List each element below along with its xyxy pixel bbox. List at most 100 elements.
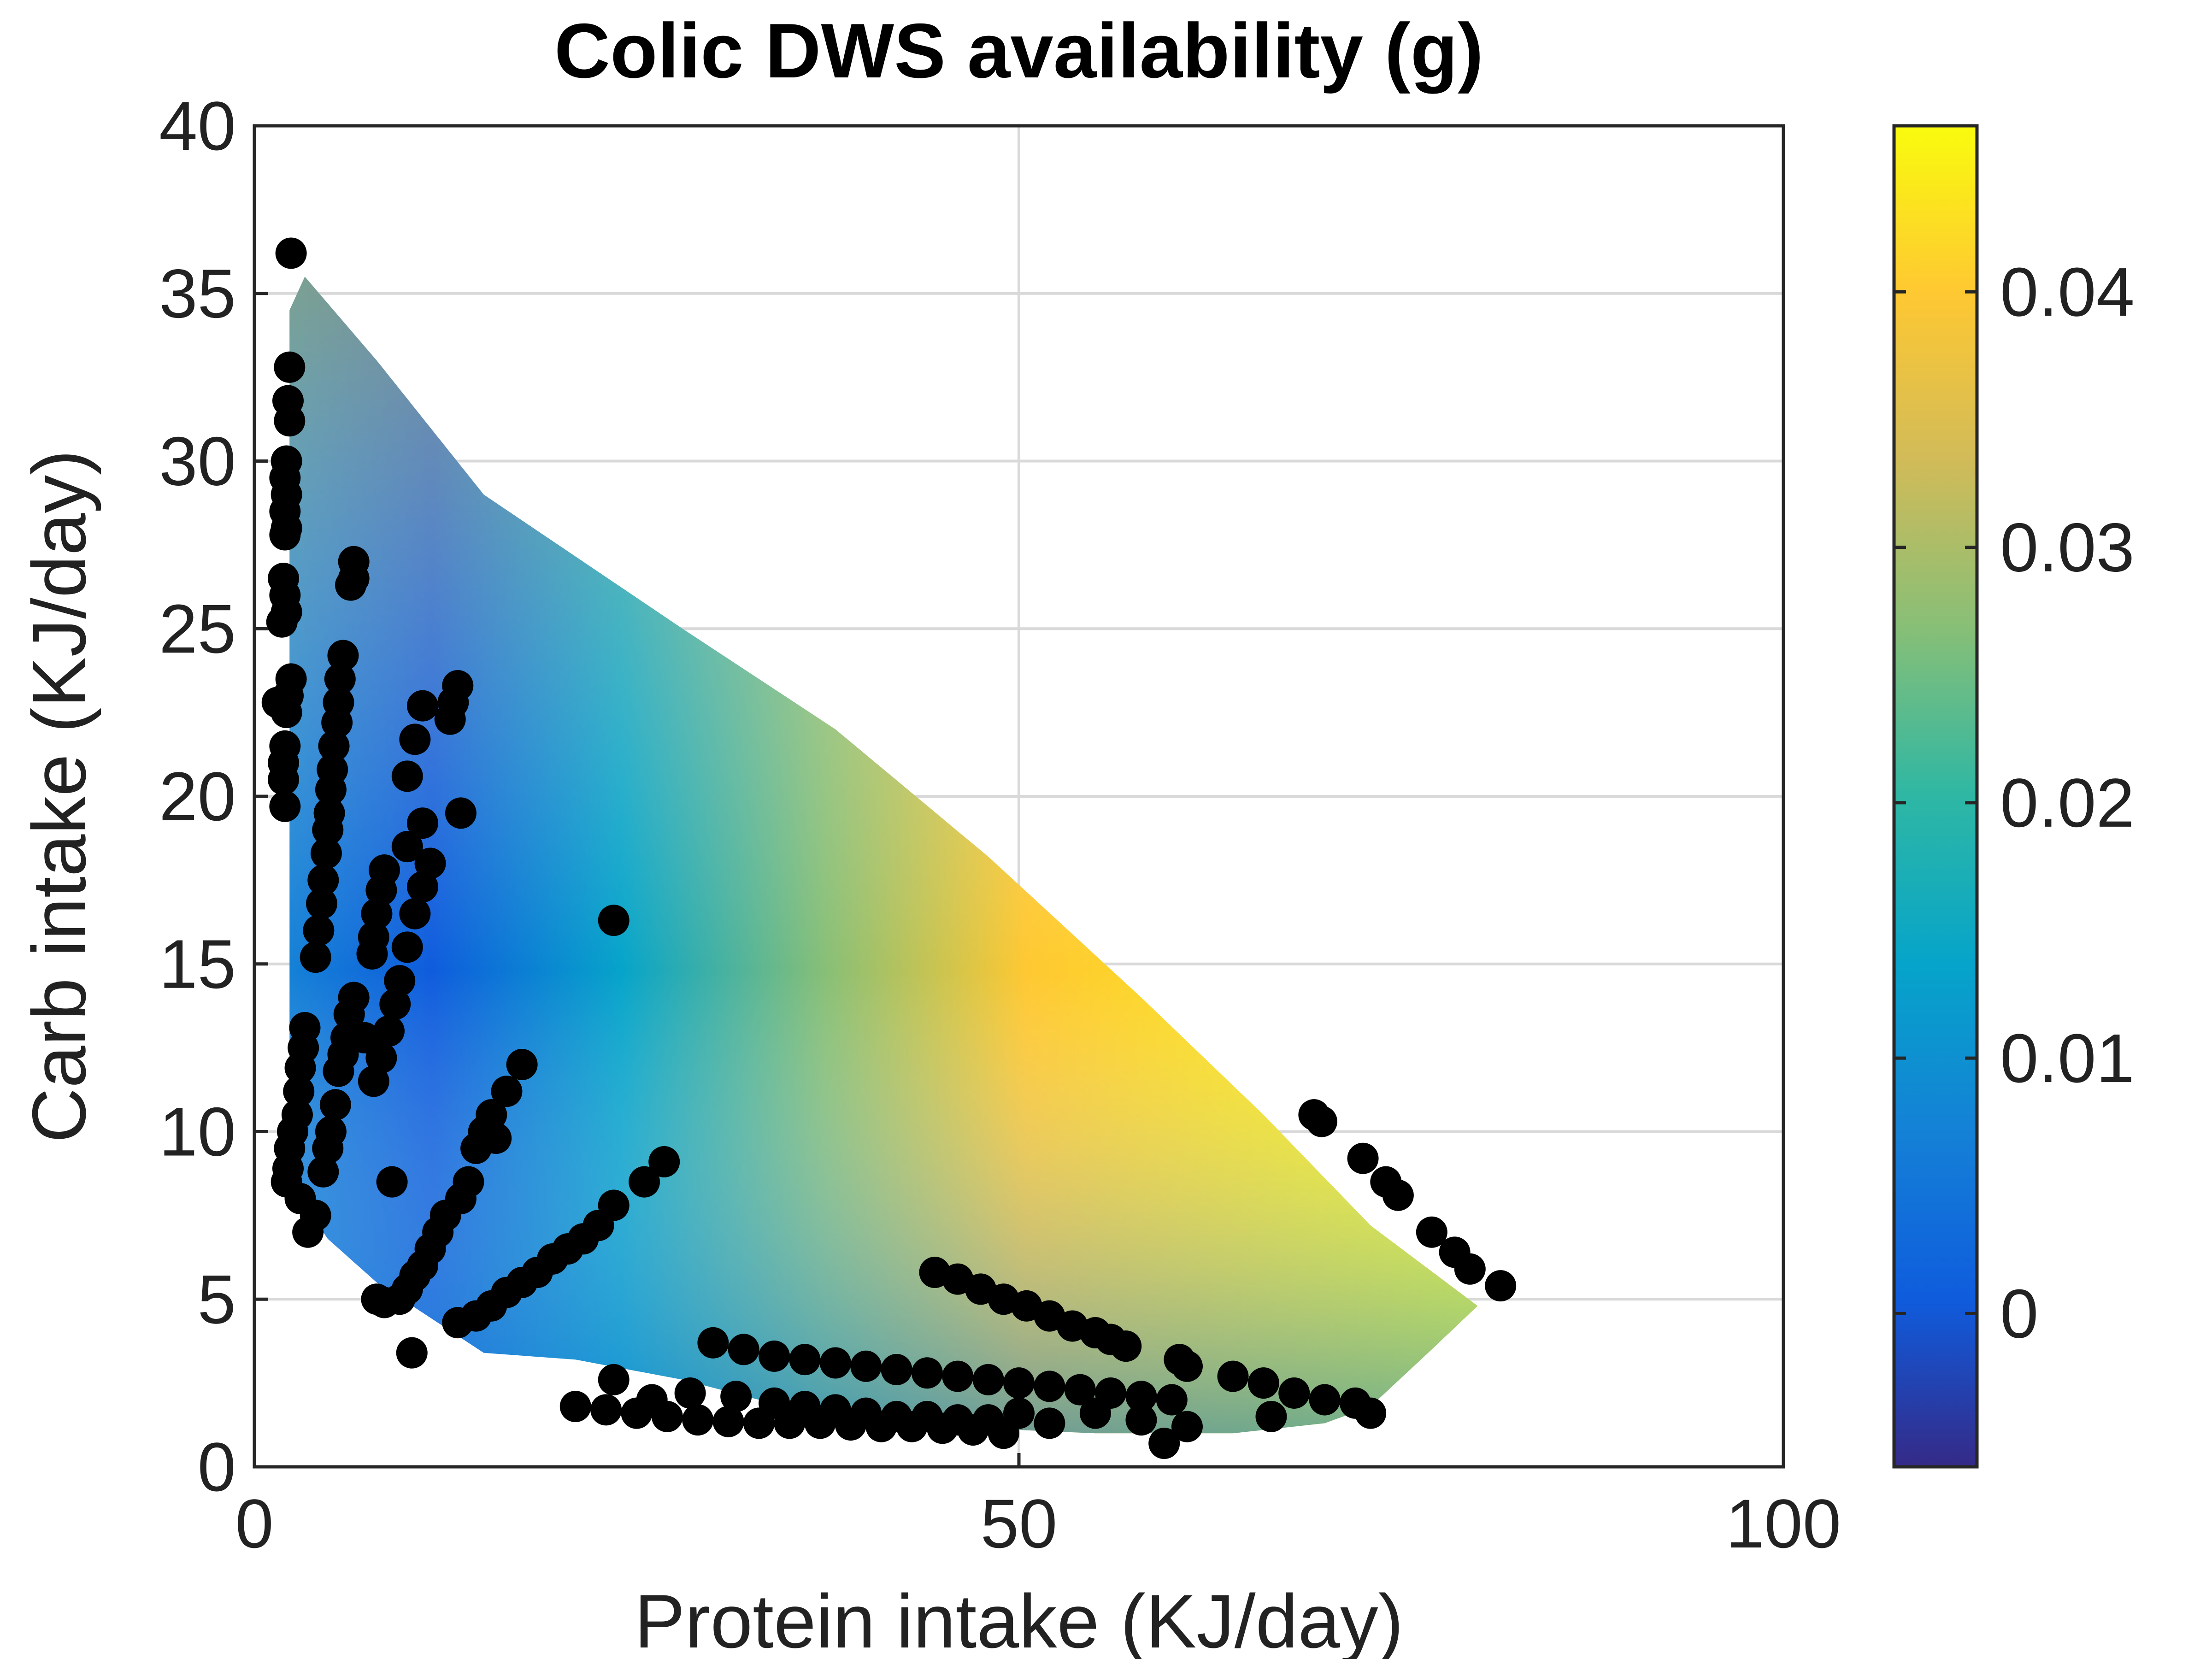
data-point xyxy=(358,1065,389,1097)
data-point xyxy=(789,1344,821,1376)
data-point xyxy=(759,1340,790,1372)
data-point xyxy=(373,1015,405,1047)
data-point xyxy=(274,405,306,437)
data-point xyxy=(379,988,411,1020)
data-point xyxy=(348,1022,380,1053)
data-point xyxy=(396,1337,428,1369)
colorbar-tick-label: 0 xyxy=(2000,1275,2038,1352)
data-point xyxy=(1156,1384,1188,1416)
data-point xyxy=(1454,1253,1486,1285)
data-point xyxy=(1416,1216,1447,1248)
data-point xyxy=(406,871,438,903)
data-point xyxy=(1125,1381,1157,1412)
data-point xyxy=(391,831,423,863)
data-point xyxy=(881,1400,912,1432)
data-point xyxy=(318,730,350,762)
data-point xyxy=(361,1283,393,1315)
data-point xyxy=(323,1055,354,1087)
data-point xyxy=(648,1146,680,1177)
data-point xyxy=(819,1347,851,1379)
data-point xyxy=(1382,1179,1414,1211)
y-tick-label: 25 xyxy=(159,590,236,667)
data-point xyxy=(1079,1397,1111,1429)
data-point xyxy=(307,864,339,896)
y-tick-label: 15 xyxy=(159,925,236,1003)
chart-title: Colic DWS availability (g) xyxy=(554,7,1483,94)
data-point xyxy=(376,1166,408,1198)
data-point xyxy=(434,703,466,735)
data-point xyxy=(682,1404,714,1436)
data-point xyxy=(1485,1270,1517,1302)
data-point xyxy=(1255,1400,1287,1432)
colorbar-ticks: 0 0.01 0.02 0.03 0.04 xyxy=(1894,253,2135,1352)
data-point xyxy=(942,1360,974,1392)
data-point xyxy=(1355,1397,1387,1429)
data-point xyxy=(759,1387,790,1419)
data-point xyxy=(1247,1367,1279,1399)
data-point xyxy=(598,1364,629,1395)
colorbar-tick-label: 0.02 xyxy=(2000,764,2135,841)
data-point xyxy=(1171,1411,1203,1442)
data-point xyxy=(559,1391,591,1423)
data-point xyxy=(312,814,344,846)
data-point xyxy=(300,941,331,973)
data-point xyxy=(850,1397,882,1429)
data-point xyxy=(972,1404,1004,1436)
data-point xyxy=(506,1049,538,1080)
data-point xyxy=(406,690,438,722)
data-point xyxy=(819,1394,851,1426)
data-point xyxy=(1125,1404,1157,1436)
data-point xyxy=(1064,1374,1096,1406)
data-point xyxy=(269,519,301,551)
data-point xyxy=(327,640,359,671)
data-points xyxy=(261,237,1517,1459)
data-point xyxy=(384,965,416,997)
data-point xyxy=(491,1076,523,1107)
data-point xyxy=(1217,1360,1249,1392)
data-point xyxy=(1034,1371,1065,1402)
data-point xyxy=(275,237,307,269)
data-point xyxy=(720,1381,752,1412)
data-point xyxy=(399,724,431,755)
data-point xyxy=(480,1123,512,1154)
colorbar xyxy=(1892,124,1979,1469)
data-point xyxy=(712,1406,744,1437)
data-point xyxy=(269,790,301,822)
y-axis-ticks: 0 5 10 15 20 25 30 35 40 xyxy=(159,87,268,1506)
data-point xyxy=(266,606,298,638)
data-point xyxy=(406,807,438,839)
data-point xyxy=(697,1327,729,1359)
data-point xyxy=(268,764,300,795)
data-point xyxy=(356,938,388,970)
data-point xyxy=(391,931,423,963)
data-point xyxy=(1003,1367,1035,1399)
heatmap-surface xyxy=(289,276,1478,1434)
data-point xyxy=(629,1166,660,1198)
data-point xyxy=(598,905,629,936)
data-point xyxy=(728,1334,759,1365)
data-point xyxy=(274,351,306,383)
data-point xyxy=(1034,1407,1065,1439)
data-point xyxy=(399,898,431,930)
data-point xyxy=(306,888,337,919)
data-point xyxy=(881,1354,912,1386)
x-tick-label: 100 xyxy=(1726,1485,1841,1562)
data-point xyxy=(361,898,393,930)
data-point xyxy=(271,697,302,729)
data-point xyxy=(1110,1330,1142,1362)
y-tick-label: 35 xyxy=(159,255,236,332)
data-point xyxy=(324,663,356,695)
y-tick-label: 5 xyxy=(198,1260,236,1338)
data-point xyxy=(1347,1142,1379,1174)
data-point xyxy=(911,1400,943,1432)
data-point xyxy=(391,760,423,792)
colorbar-tick-label: 0.01 xyxy=(2000,1019,2135,1097)
data-point xyxy=(312,1132,344,1164)
data-point xyxy=(303,915,335,946)
y-tick-label: 30 xyxy=(159,423,236,500)
x-tick-label: 50 xyxy=(981,1485,1058,1562)
data-point xyxy=(1278,1377,1310,1409)
data-point xyxy=(333,998,365,1030)
y-tick-label: 0 xyxy=(198,1428,236,1506)
heatmap-shading xyxy=(289,276,1478,1434)
